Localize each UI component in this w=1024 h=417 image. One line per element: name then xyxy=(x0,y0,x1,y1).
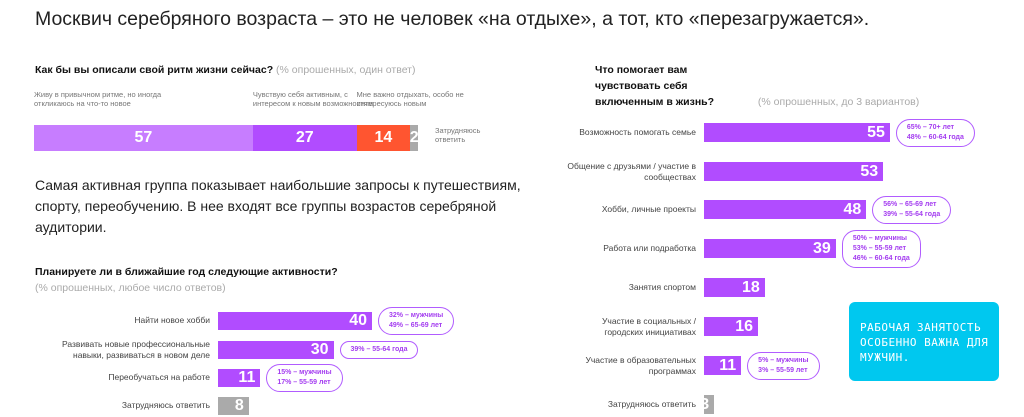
bar: 11 xyxy=(704,356,742,375)
segment-label: Затрудняюсь ответить xyxy=(435,126,481,144)
category-label: Хобби, личные проекты xyxy=(601,203,696,214)
bar: 55 xyxy=(704,123,890,142)
note-line: 56% – 65-69 лет xyxy=(883,200,937,208)
bar: 53 xyxy=(704,162,884,181)
note-pill: 56% – 65-69 лет 39% – 55-64 года xyxy=(872,195,952,224)
note-pill: 5% – мужчины 3% – 55-59 лет xyxy=(747,351,820,380)
stacked-segment: 57 xyxy=(34,125,253,151)
bar: 39 xyxy=(704,239,836,258)
chart1-title: Как бы вы описали свой ритм жизни сейчас… xyxy=(35,64,416,76)
stacked-segment: 14 xyxy=(356,125,411,151)
bar: 18 xyxy=(704,278,765,297)
note-line: 39% – 55-64 года xyxy=(350,346,408,353)
bar: 11 xyxy=(218,369,261,387)
slide-title: Москвич серебряного возраста – это не че… xyxy=(35,8,870,30)
category-label: Переобучаться на работе xyxy=(108,372,210,382)
note-line: 50% – мужчины xyxy=(852,234,908,242)
bar: 8 xyxy=(218,397,249,415)
bar: 30 xyxy=(218,341,334,359)
note-line: 39% – 55-64 года xyxy=(883,210,941,218)
note-pill: 39% – 55-64 года xyxy=(339,341,419,359)
category-label: Затрудняюсь ответить xyxy=(121,400,210,410)
note-pill: 65% – 70+ лет 48% – 60-64 года xyxy=(895,118,975,147)
note-pill: 32% – мужчины 49% – 65-69 лет xyxy=(378,307,455,335)
note-pill: 15% – мужчины 17% – 55-59 лет xyxy=(266,364,343,392)
chart1-subtitle: (% опрошенных, один ответ) xyxy=(276,64,416,76)
bar: 16 xyxy=(704,317,759,336)
note-line: 17% – 55-59 лет xyxy=(277,379,331,386)
chart2-subtitle: (% опрошенных, любое число ответов) xyxy=(35,282,226,294)
chart3-title: Что помогает вам чувствовать себя включе… xyxy=(595,62,919,110)
chart3-title-text: Что помогает вам чувствовать себя включе… xyxy=(595,64,715,108)
callout-box: РАБОЧАЯ ЗАНЯТОСТЬ ОСОБЕННО ВАЖНА ДЛЯ МУЖ… xyxy=(849,302,999,381)
note-line: 48% – 60-64 года xyxy=(906,133,964,141)
note-line: 32% – мужчины xyxy=(389,312,444,319)
chart1-title-text: Как бы вы описали свой ритм жизни сейчас… xyxy=(35,64,274,76)
segment-label: Чувствую себя активным, с интересом к но… xyxy=(252,90,374,108)
segment-label: Живу в привычном ритме, но иногда отклик… xyxy=(34,90,162,108)
category-label: Занятия спортом xyxy=(628,281,696,292)
note-line: 49% – 65-69 лет xyxy=(389,322,443,329)
bar: 40 xyxy=(218,312,372,330)
segment-label: Мне важно отдыхать, особо не интересуюсь… xyxy=(356,90,464,108)
note-line: 3% – 55-59 лет xyxy=(758,366,808,374)
category-label: Работа или подработка xyxy=(603,242,696,253)
chart2-title: Планируете ли в ближайшие год следующие … xyxy=(35,266,338,278)
category-label: Участие в социальных / городских инициат… xyxy=(602,315,696,337)
category-label: Затрудняюсь ответить xyxy=(607,398,696,409)
category-label: Найти новое хобби xyxy=(134,315,210,325)
note-line: 5% – мужчины xyxy=(758,356,809,364)
category-label: Участие в образовательных программах xyxy=(585,354,696,376)
category-label: Общение с друзьями / участие в сообществ… xyxy=(567,160,696,182)
category-label: Развивать новые профессиональные навыки,… xyxy=(61,339,210,360)
stacked-segment: 27 xyxy=(252,125,357,151)
category-label: Возможность помогать семье xyxy=(579,126,696,137)
note-line: 46% – 60-64 года xyxy=(852,254,910,262)
note-line: 15% – мужчины xyxy=(277,369,332,376)
note-line: 65% – 70+ лет xyxy=(906,123,955,131)
summary-paragraph: Самая активная группа показывает наиболь… xyxy=(35,177,521,235)
bar: 3 xyxy=(700,395,715,414)
stacked-segment: 2 xyxy=(410,125,419,151)
note-pill: 50% – мужчины 53% – 55-59 лет 46% – 60-64 … xyxy=(841,229,921,268)
chart3-subtitle: (% опрошенных, до 3 вариантов) xyxy=(757,96,920,108)
note-line: 53% – 55-59 лет xyxy=(852,244,907,252)
bar: 48 xyxy=(704,200,867,219)
